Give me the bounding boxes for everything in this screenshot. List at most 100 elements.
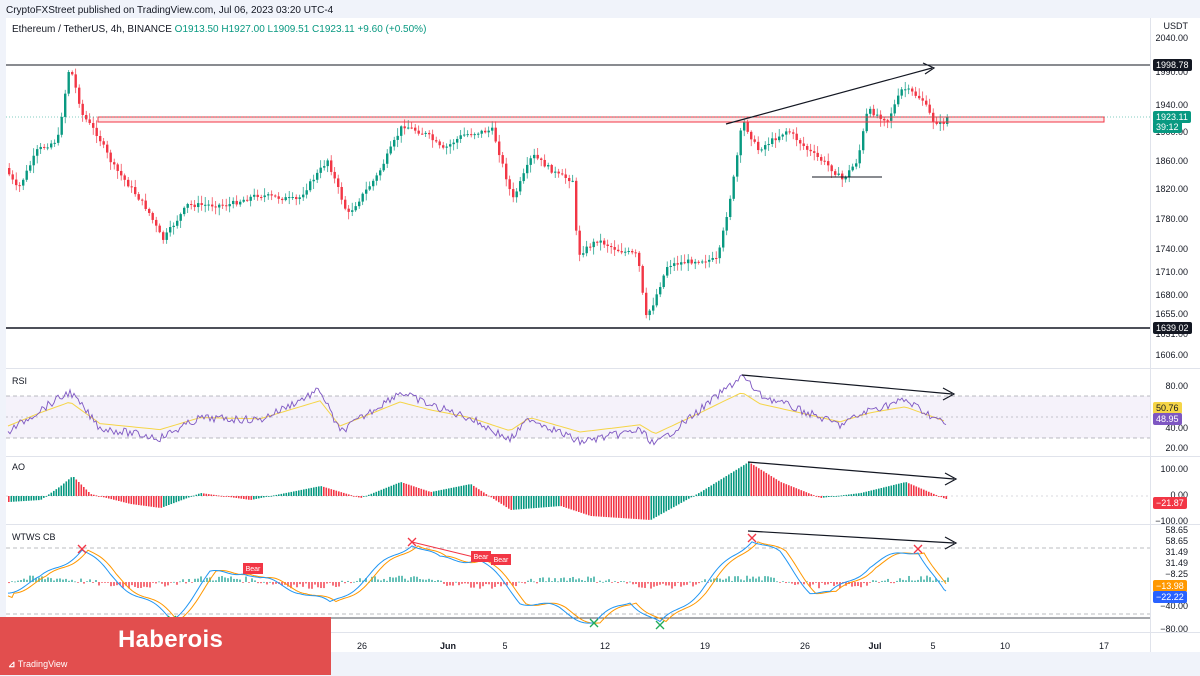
candle-body [74, 74, 77, 88]
wtws-bar [467, 582, 469, 584]
ao-bar [760, 469, 763, 496]
candle-body [158, 225, 161, 233]
candle-body [375, 175, 378, 181]
wtws-bar [146, 582, 148, 588]
ao-bar [75, 479, 78, 496]
rsi-tick: 80.00 [1165, 381, 1188, 391]
wtws-bar [374, 576, 376, 582]
wtws-bar [131, 582, 133, 586]
wtws-bar [155, 582, 157, 584]
wtws-pane-label[interactable]: WTWS CB [12, 532, 56, 542]
candle-body [722, 230, 725, 248]
tradingview-logo[interactable]: ⊿ TradingView [8, 659, 67, 670]
ao-bar [815, 496, 818, 497]
rsi-pane-label[interactable]: RSI [12, 376, 28, 386]
wtws-bar [317, 582, 319, 588]
wtws-bar [122, 582, 124, 588]
wtws-bar [62, 579, 64, 582]
ao-bar [705, 488, 708, 496]
wtws-bar [389, 576, 391, 582]
ao-bar [338, 491, 340, 496]
wtws-bar [773, 577, 775, 582]
candle-body [267, 194, 270, 196]
pane-separator[interactable] [6, 456, 1200, 457]
candle-body [694, 261, 697, 264]
ao-bar [375, 491, 378, 496]
pane-separator[interactable] [6, 524, 1200, 525]
price-tick: 1940.00 [1155, 100, 1188, 110]
candle-body [256, 194, 259, 198]
ao-bar [780, 482, 783, 496]
ao-pane-label[interactable]: AO [12, 462, 26, 472]
candle-body [550, 164, 553, 173]
candle-body [50, 143, 53, 148]
candle-body [337, 178, 340, 187]
ao-bar [60, 485, 63, 496]
pane-separator[interactable] [6, 368, 1200, 369]
wtws-bar [314, 582, 316, 585]
rsi-value-tag: 48.95 [1153, 413, 1182, 425]
ohlc-high: H1927.00 [221, 24, 265, 35]
ao-bar [623, 496, 625, 519]
ao-bar [533, 496, 535, 509]
ao-bar [23, 496, 25, 502]
wtws-tick: 58.65 [1165, 525, 1188, 535]
ao-bar [323, 486, 325, 496]
wtws-tick: −8.25 [1165, 569, 1188, 579]
wtws-bar [593, 576, 595, 582]
candle-body [911, 88, 914, 92]
ao-bar [295, 490, 298, 496]
wtws-bar [599, 580, 601, 582]
wtws-bar [476, 582, 478, 585]
ao-bar [228, 496, 230, 497]
candle-body [788, 131, 791, 133]
wtws-bar [302, 582, 304, 587]
candle-body [417, 130, 420, 134]
wtws-bar [14, 581, 16, 583]
ao-bar [918, 487, 920, 496]
ao-bar [298, 490, 300, 496]
candle-body [330, 160, 333, 172]
wtws-bar [89, 579, 91, 582]
candle-body [162, 232, 165, 240]
ao-bar [700, 491, 703, 496]
candle-body [764, 145, 767, 150]
ao-bar [663, 496, 665, 513]
wtws-bar [443, 582, 445, 584]
candle-body [760, 149, 763, 151]
candle-body [113, 162, 116, 165]
wtws-bar [482, 582, 484, 587]
wtws-bar [338, 582, 340, 587]
candle-body [431, 134, 434, 141]
ao-bar [610, 496, 613, 518]
wtws-bar [65, 578, 67, 582]
ao-bar [863, 492, 865, 496]
candle-body [11, 174, 14, 180]
wtws-bar [875, 580, 877, 582]
wtws-bar [575, 579, 577, 582]
wtws-bar [41, 576, 43, 582]
candle-body [841, 173, 844, 180]
ao-bar [725, 476, 728, 496]
ao-bar [403, 483, 405, 496]
ao-bar [180, 496, 183, 501]
candle-body [704, 261, 707, 263]
wtws-bar [143, 582, 145, 587]
ao-bar [185, 496, 188, 499]
wtws-bar [905, 580, 907, 582]
wtws-bar [515, 582, 517, 587]
wtws-bar [128, 582, 130, 589]
ao-bar [615, 496, 618, 518]
ao-bar [485, 494, 488, 496]
chart-area[interactable] [6, 18, 1150, 652]
wtws-bar [908, 575, 910, 582]
ao-bar [523, 496, 525, 509]
symbol-legend[interactable]: Ethereum / TetherUS, 4h, BINANCE O1913.5… [12, 24, 426, 35]
candle-body [533, 154, 536, 159]
wtws-bar [596, 582, 598, 583]
ao-bar [245, 496, 248, 500]
ao-bar [15, 496, 18, 502]
wtws-bar [647, 582, 649, 584]
wtws-bar [29, 575, 31, 582]
